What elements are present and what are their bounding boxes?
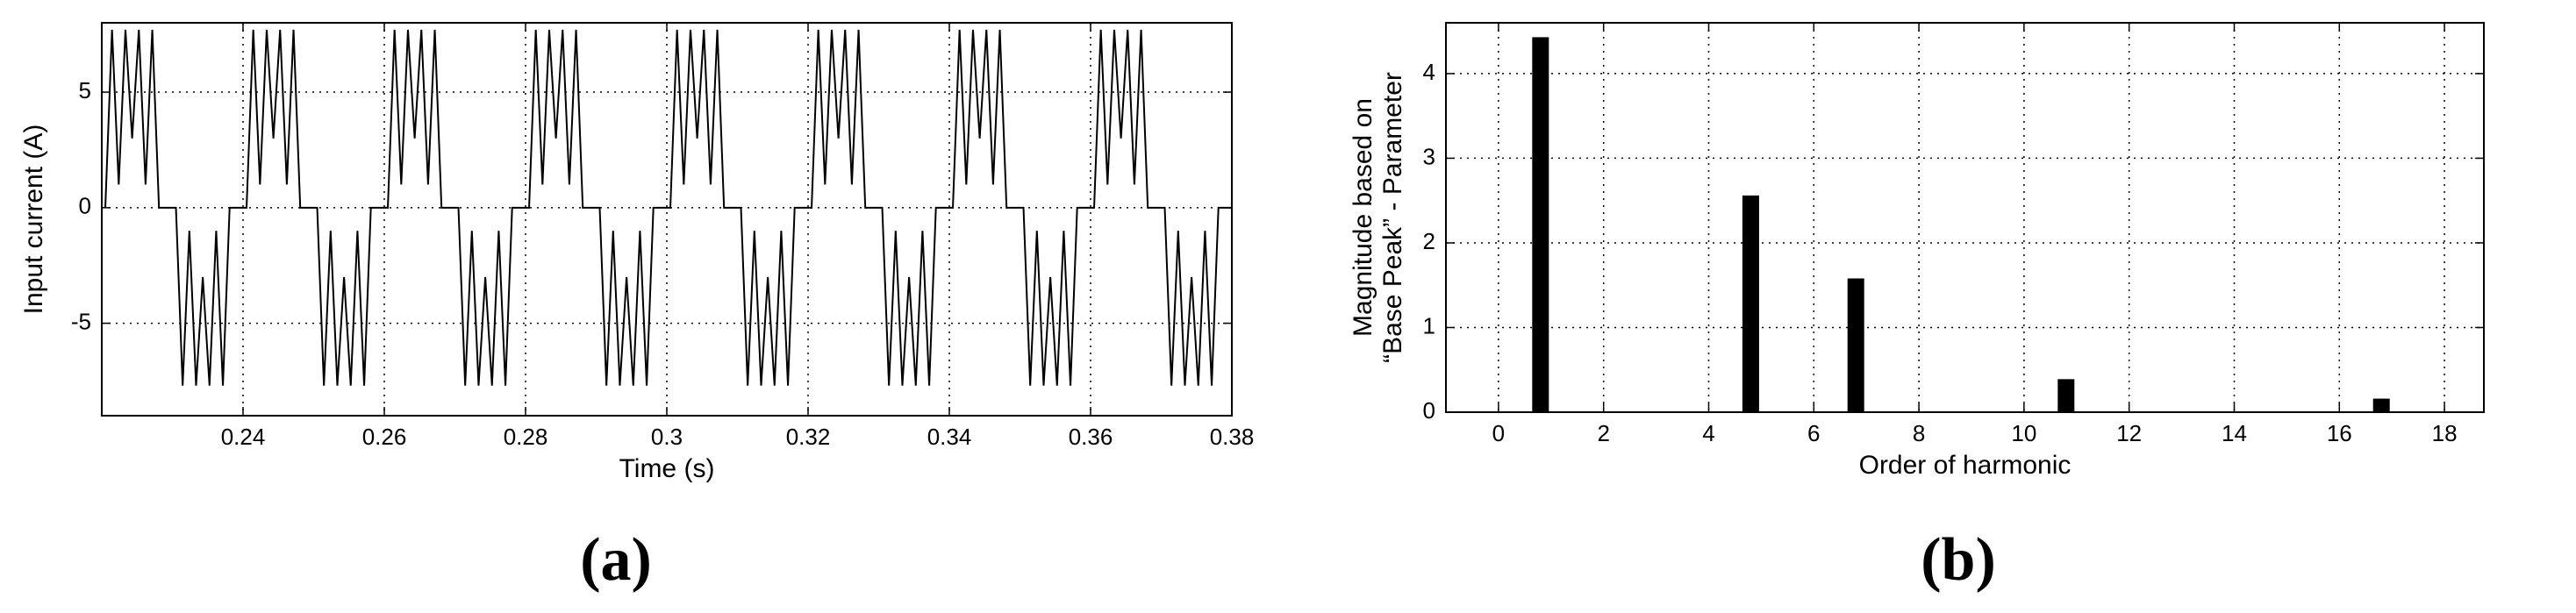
bar — [1742, 195, 1759, 412]
y-axis-label: Input current (A) — [19, 125, 48, 315]
plot-frame — [101, 22, 1233, 417]
y-tick-label: 4 — [1423, 59, 1435, 85]
y-tick-label: 3 — [1423, 143, 1435, 169]
x-tick-label: 18 — [2432, 420, 2458, 446]
plot-area — [1446, 23, 2484, 412]
x-tick-label: 0.26 — [362, 424, 407, 450]
x-tick-label: 16 — [2327, 420, 2352, 446]
bar — [1532, 37, 1549, 413]
x-tick-label: 8 — [1913, 420, 1925, 446]
x-tick-label: 6 — [1807, 420, 1820, 446]
x-tick-label: 0.36 — [1069, 424, 1113, 450]
y-axis-label: Magnitude based on — [1349, 98, 1377, 337]
x-tick-label: 0.38 — [1210, 424, 1255, 450]
bar — [2372, 398, 2390, 412]
y-tick-label: 1 — [1423, 312, 1435, 339]
bar — [2057, 379, 2075, 412]
y-axis-label: “Base Peak” - Parameter — [1378, 72, 1407, 363]
x-tick-label: 12 — [2116, 420, 2142, 446]
x-tick-label: 0.28 — [504, 424, 548, 450]
panel-caption: (b) — [1921, 526, 1996, 594]
x-tick-label: 0.3 — [651, 424, 683, 450]
x-tick-label: 10 — [2011, 420, 2036, 446]
x-tick-label: 0 — [1492, 420, 1505, 446]
y-tick-label: 0 — [79, 193, 91, 219]
y-tick-label: 5 — [79, 77, 91, 103]
y-tick-label: 2 — [1423, 228, 1435, 254]
x-tick-label: 0.32 — [786, 424, 831, 450]
bar — [1847, 278, 1864, 412]
x-tick-label: 4 — [1702, 420, 1714, 446]
x-tick-label: 2 — [1597, 420, 1609, 446]
x-tick-label: 14 — [2222, 420, 2247, 446]
x-tick-label: 0.34 — [927, 424, 972, 450]
x-tick-label: 0.24 — [221, 424, 266, 450]
y-tick-label: -5 — [71, 308, 91, 334]
y-tick-label: 0 — [1423, 397, 1435, 424]
current-line — [104, 29, 1232, 386]
plot-frame — [1445, 22, 2485, 413]
panel-caption: (a) — [580, 526, 652, 594]
x-axis-label: Order of harmonic — [1859, 451, 2072, 480]
x-axis-label: Time (s) — [619, 454, 715, 483]
